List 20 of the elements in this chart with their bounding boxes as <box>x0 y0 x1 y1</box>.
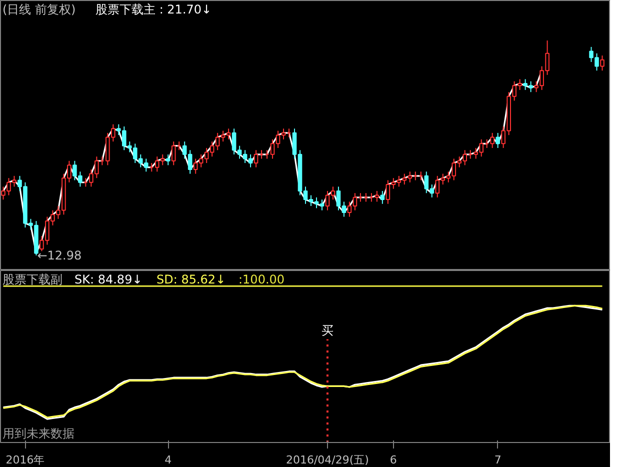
candlestick <box>166 154 170 166</box>
x-tick-label: 2016年 <box>6 454 45 466</box>
annotation: ←12.98 <box>37 248 82 262</box>
x-tick-label: 6 <box>390 454 397 466</box>
candlestick <box>254 150 258 168</box>
series-label: :100.00 <box>238 272 285 286</box>
chart-title: 股票下载副 <box>2 272 62 286</box>
x-tick-label: 2016/04/29(五) <box>286 454 369 466</box>
x-tick-label: 4 <box>164 454 172 466</box>
text: 股票下载主 : 21.70↓ <box>96 2 212 16</box>
text: SK: 84.89↓ <box>74 272 142 286</box>
candlestick <box>374 190 380 202</box>
chart-title: (日线 前复权) <box>2 2 76 16</box>
ref-line-label: 买 <box>321 323 334 338</box>
annotation: 用到未来数据 <box>2 426 74 440</box>
candlestick <box>496 132 500 148</box>
candlestick <box>380 190 385 204</box>
text: SD: 85.62↓ <box>156 272 226 286</box>
x-tick-label: 7 <box>494 454 502 466</box>
candlestick <box>600 55 604 72</box>
